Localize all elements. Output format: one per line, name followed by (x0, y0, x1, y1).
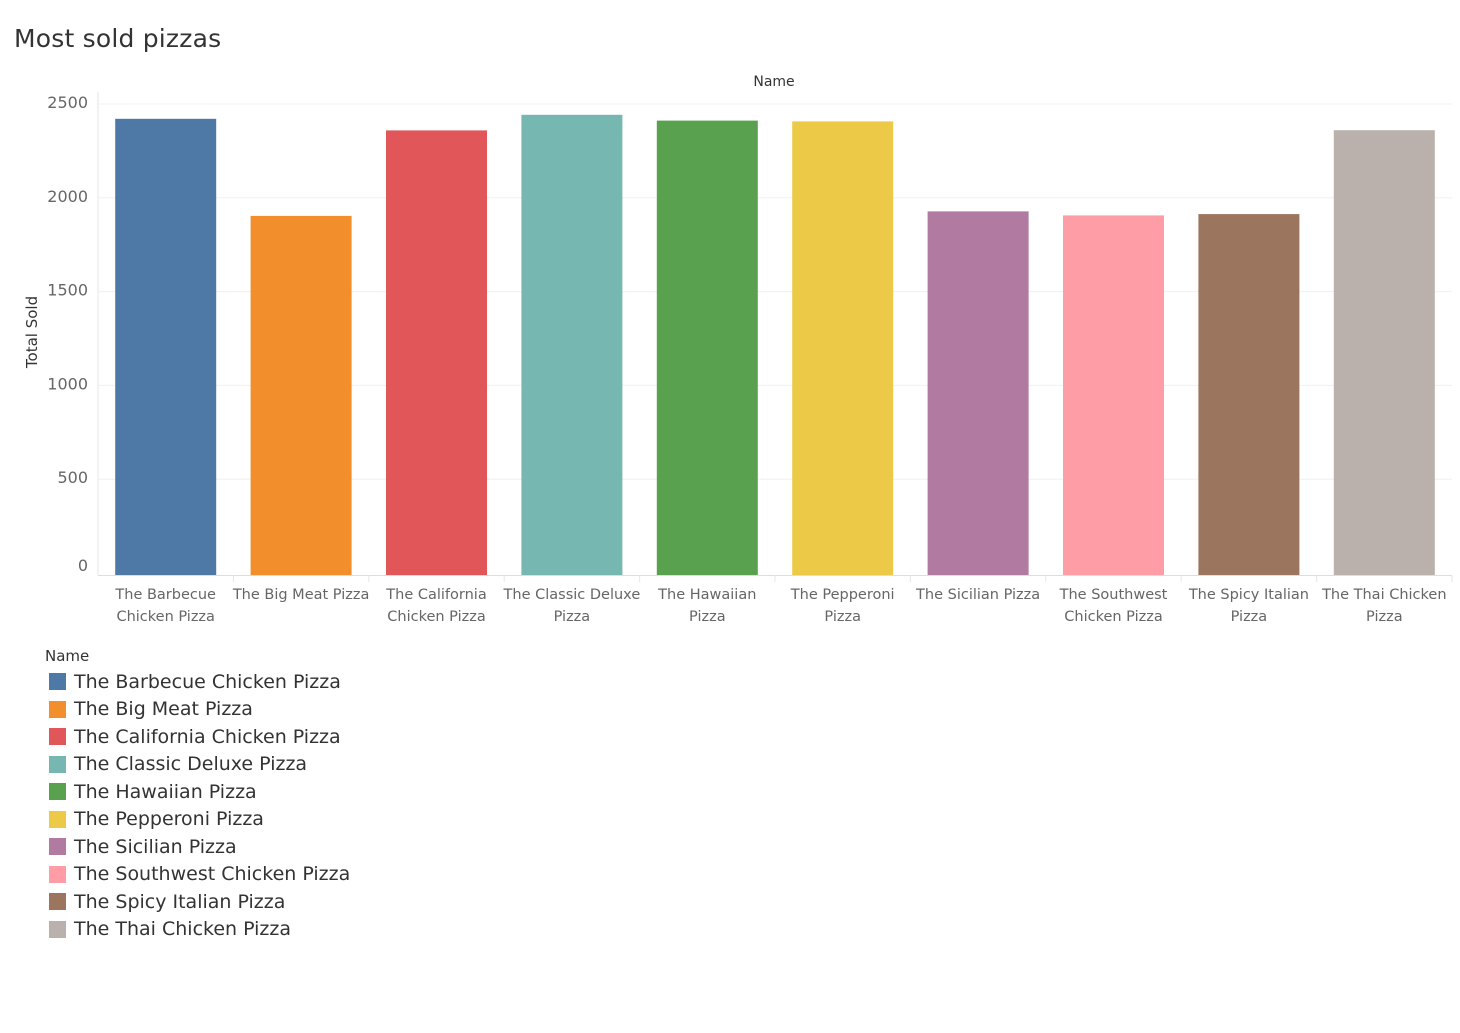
legend-label: The Thai Chicken Pizza (74, 918, 292, 941)
x-tick-label: Pizza (554, 609, 591, 625)
y-tick-label: 0 (78, 556, 88, 575)
legend-label: The Spicy Italian Pizza (74, 890, 286, 913)
legend-label: The Barbecue Chicken Pizza (74, 670, 341, 693)
legend-item[interactable]: The Sicilian Pizza (45, 833, 350, 861)
legend-item[interactable]: The California Chicken Pizza (45, 723, 350, 751)
x-tick-label: The Barbecue (114, 587, 216, 603)
legend: Name The Barbecue Chicken Pizza The Big … (45, 646, 350, 943)
bar (927, 211, 1029, 575)
x-tick-label: Pizza (1231, 609, 1268, 625)
y-axis-title: Total Sold (23, 296, 41, 369)
legend-swatch (49, 783, 66, 801)
y-tick-label: 1500 (47, 281, 88, 300)
y-tick-label: 2500 (47, 93, 88, 112)
bar (250, 215, 352, 575)
chart-title: Most sold pizzas (14, 24, 222, 53)
x-tick-label: Chicken Pizza (1064, 609, 1162, 625)
x-tick-label: Chicken Pizza (116, 609, 214, 625)
legend-label: The California Chicken Pizza (74, 725, 341, 748)
bar (792, 121, 894, 576)
x-tick-label: The California (385, 587, 486, 603)
x-tick-label: The Sicilian Pizza (915, 587, 1040, 603)
bar (1063, 215, 1164, 575)
x-tick-label: The Classic Deluxe (503, 587, 641, 603)
x-tick-label: The Pepperoni (790, 587, 895, 603)
legend-swatch (49, 865, 66, 883)
legend-swatch (49, 810, 66, 828)
legend-swatch (49, 893, 66, 911)
x-tick-label: The Southwest (1059, 587, 1168, 603)
bar (1333, 130, 1435, 575)
x-tick-label: Pizza (1366, 609, 1403, 625)
x-tick-label: The Big Meat Pizza (232, 587, 370, 603)
bar-chart: Name 0 500 1000 1500 2000 2500 Total Sold The Ba… (23, 74, 1453, 625)
legend-label: The Sicilian Pizza (74, 835, 237, 858)
legend-item[interactable]: The Thai Chicken Pizza (45, 916, 350, 944)
legend-label: The Southwest Chicken Pizza (74, 863, 351, 886)
x-tick-label: The Spicy Italian (1188, 587, 1309, 603)
legend-item[interactable]: The Pepperoni Pizza (45, 806, 350, 834)
legend-swatch (49, 755, 66, 773)
legend-item[interactable]: The Big Meat Pizza (45, 696, 350, 724)
bar (386, 130, 487, 575)
legend-item[interactable]: The Barbecue Chicken Pizza (45, 668, 350, 696)
legend-label: The Hawaiian Pizza (74, 780, 257, 803)
bar (521, 114, 623, 576)
legend-label: The Pepperoni Pizza (74, 808, 264, 831)
x-tick-label: The Hawaiian (657, 587, 756, 603)
x-tick-label: Chicken Pizza (387, 609, 485, 625)
legend-label: The Big Meat Pizza (74, 698, 253, 721)
legend-swatch (49, 728, 66, 746)
x-tick-label: Pizza (824, 609, 861, 625)
bar (1198, 214, 1300, 575)
bar (115, 118, 217, 576)
legend-swatch (49, 673, 66, 691)
legend-title: Name (45, 647, 90, 665)
legend-item[interactable]: The Classic Deluxe Pizza (45, 751, 350, 779)
y-tick-label: 2000 (47, 187, 88, 206)
x-tick-label: The Thai Chicken (1321, 587, 1446, 603)
y-tick-label: 500 (57, 468, 88, 487)
header-label: Name (753, 74, 794, 90)
bar (656, 120, 758, 575)
y-tick-label: 1000 (47, 374, 88, 393)
x-tick-label: Pizza (689, 609, 726, 625)
legend-item[interactable]: The Hawaiian Pizza (45, 778, 350, 806)
legend-swatch (49, 838, 66, 856)
legend-item[interactable]: The Spicy Italian Pizza (45, 888, 350, 916)
legend-item[interactable]: The Southwest Chicken Pizza (45, 861, 350, 889)
legend-swatch (49, 920, 66, 938)
legend-swatch (49, 700, 66, 718)
legend-label: The Classic Deluxe Pizza (74, 753, 308, 776)
